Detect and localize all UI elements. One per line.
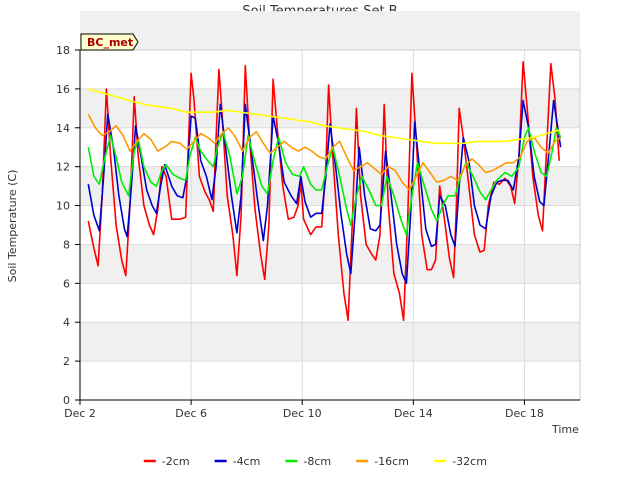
series-line-4cmcm	[87, 99, 562, 285]
legend-item-16cmcm: -16cm	[356, 455, 409, 468]
background-band	[80, 11, 580, 50]
x-tick-label: Dec 14	[394, 407, 433, 420]
y-axis-label: Soil Temperature (C)	[6, 170, 19, 283]
legend: -2cm -4cm -8cm -16cm -32cm	[143, 455, 487, 468]
plot-background	[80, 11, 580, 400]
background-band	[80, 322, 580, 362]
x-tick-label: Dec 6	[175, 407, 207, 420]
legend-label: -2cm	[162, 455, 190, 468]
y-tick-label: 14	[56, 122, 70, 135]
y-tick-label: 8	[63, 238, 70, 251]
y-tick-label: 4	[63, 316, 70, 329]
series-line-8cmcm	[87, 127, 562, 236]
y-tick-label: 16	[56, 83, 70, 96]
series-line-32cmcm	[88, 88, 561, 145]
legend-label: -4cm	[233, 455, 261, 468]
x-tick-label: Dec 18	[505, 407, 544, 420]
legend-label: -32cm	[452, 455, 487, 468]
site-label-shape	[80, 33, 139, 51]
y-tick-label: 2	[63, 355, 70, 368]
series-line-16cmcm	[87, 113, 562, 191]
axes	[79, 49, 581, 401]
y-tick-label: 6	[63, 277, 70, 290]
legend-item-4cmcm: -4cm	[214, 455, 261, 468]
legend-item-2cmcm: -2cm	[143, 455, 190, 468]
background-band	[80, 244, 580, 284]
series-layer	[87, 60, 562, 322]
legend-item-8cmcm: -8cm	[285, 455, 331, 468]
x-tick-label: Dec 2	[64, 407, 96, 420]
y-tick-label: 18	[56, 44, 70, 57]
y-tick-label: 12	[56, 161, 70, 174]
site-label-box: BC_met	[80, 33, 139, 51]
legend-item-32cmcm: -32cm	[434, 455, 487, 468]
x-axis-label: Time	[551, 423, 579, 436]
legend-label: -8cm	[303, 455, 331, 468]
y-axis-ticks: 0 2 4 6 8 10 12 14 16 18	[56, 44, 80, 407]
x-tick-label: Dec 10	[283, 407, 322, 420]
x-axis-ticks: Dec 2 Dec 6 Dec 10 Dec 14 Dec 18	[64, 400, 544, 420]
y-tick-label: 0	[63, 394, 70, 407]
y-tick-label: 10	[56, 200, 70, 213]
site-label: BC_met	[87, 36, 133, 49]
legend-label: -16cm	[374, 455, 409, 468]
